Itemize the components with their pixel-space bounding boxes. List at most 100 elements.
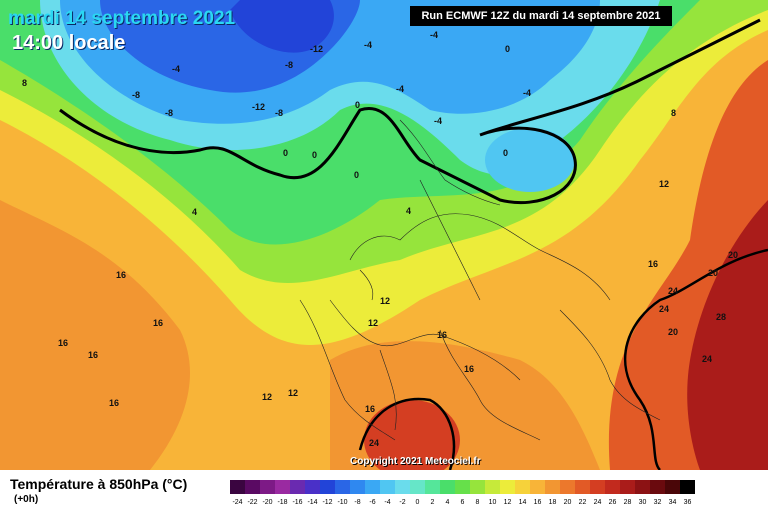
iso-label: 12 [380, 296, 390, 306]
scale-tick-label: -16 [292, 499, 302, 506]
scale-swatch [245, 480, 260, 494]
iso-label: -8 [132, 90, 140, 100]
iso-label: 12 [368, 318, 378, 328]
iso-label: -4 [430, 30, 438, 40]
iso-label: -4 [523, 88, 531, 98]
legend-footer: Température à 850hPa (°C) (+0h) -24 -22 -2… [0, 470, 768, 512]
scale-tick-label: 6 [461, 499, 465, 506]
iso-label: 16 [365, 404, 375, 414]
iso-label: 12 [659, 179, 669, 189]
iso-label: 8 [671, 108, 676, 118]
scale-tick-label: 24 [594, 499, 602, 506]
scale-swatch [590, 480, 605, 494]
iso-label: -12 [252, 102, 265, 112]
scale-swatch [440, 480, 455, 494]
scale-swatch [485, 480, 500, 494]
iso-label: -8 [285, 60, 293, 70]
scale-swatch [380, 480, 395, 494]
scale-tick-label: -24 [232, 499, 242, 506]
scale-swatch [575, 480, 590, 494]
scale-swatch [635, 480, 650, 494]
isotherm-0 [59, 18, 761, 205]
scale-tick-label: 4 [446, 499, 450, 506]
iso-label: 0 [283, 148, 288, 158]
iso-label: 24 [668, 286, 678, 296]
iso-label: -4 [434, 116, 442, 126]
scale-tick-label: 14 [519, 499, 527, 506]
scale-tick-label: 34 [669, 499, 677, 506]
scale-tick-label: 22 [579, 499, 587, 506]
field-darkred-east [687, 200, 768, 470]
iso-label: -12 [310, 44, 323, 54]
scale-swatch [500, 480, 515, 494]
iso-label: 0 [312, 150, 317, 160]
scale-tick-label: -18 [277, 499, 287, 506]
iso-label: -4 [364, 40, 372, 50]
temperature-map: -12 -8 -8 -8 -12 -8 -4 -4 -4 -4 -4 -4 0 … [0, 0, 768, 470]
scale-tick-label: 36 [684, 499, 692, 506]
iso-label: 0 [503, 148, 508, 158]
scale-swatch [470, 480, 485, 494]
iso-label: 20 [708, 268, 718, 278]
scale-swatch [560, 480, 575, 494]
scale-tick-label: 12 [504, 499, 512, 506]
scale-tick-label: -12 [322, 499, 332, 506]
iso-label: 16 [464, 364, 474, 374]
copyright-text: Copyright 2021 Meteociel.fr [350, 456, 481, 467]
scale-swatch [455, 480, 470, 494]
scale-tick-label: -14 [307, 499, 317, 506]
iso-label: 16 [116, 270, 126, 280]
scale-tick-label: -2 [399, 499, 405, 506]
scale-tick-label: -8 [354, 499, 360, 506]
scale-swatch [545, 480, 560, 494]
scale-swatch [680, 480, 695, 494]
scale-tick-label: -20 [262, 499, 272, 506]
scale-swatch [605, 480, 620, 494]
field-hotspot-south [364, 400, 460, 470]
iso-label: 0 [505, 44, 510, 54]
scale-tick-label: -22 [247, 499, 257, 506]
scale-tick-label: 30 [639, 499, 647, 506]
scale-tick-label: 26 [609, 499, 617, 506]
iso-label: 16 [437, 330, 447, 340]
iso-label: 28 [716, 312, 726, 322]
scale-tick-label: 20 [564, 499, 572, 506]
isotherm-labels: -12 -8 -8 -8 -12 -8 -4 -4 -4 -4 -4 -4 0 … [22, 30, 738, 448]
legend-subtitle: (+0h) [14, 494, 39, 505]
scale-tick-label: -6 [369, 499, 375, 506]
scale-swatch [290, 480, 305, 494]
scale-tick-label: -4 [384, 499, 390, 506]
scale-tick-label: 0 [416, 499, 420, 506]
iso-label: 24 [369, 438, 379, 448]
iso-label: -8 [165, 108, 173, 118]
scale-swatch [230, 480, 245, 494]
iso-label: 16 [58, 338, 68, 348]
scale-swatch [305, 480, 320, 494]
iso-label: 20 [728, 250, 738, 260]
model-run-label: Run ECMWF 12Z du mardi 14 septembre 2021 [410, 6, 672, 26]
scale-swatch [620, 480, 635, 494]
iso-label: 24 [702, 354, 712, 364]
scale-swatch [665, 480, 680, 494]
isotherm-24-east [623, 248, 768, 470]
legend-title: Température à 850hPa (°C) [10, 476, 188, 492]
field-coldpocket-east [485, 128, 575, 192]
scale-tick-label: 8 [476, 499, 480, 506]
scale-tick-label: 16 [534, 499, 542, 506]
scale-swatch [530, 480, 545, 494]
iso-label: 4 [192, 207, 197, 217]
iso-label: 16 [88, 350, 98, 360]
iso-label: 16 [153, 318, 163, 328]
iso-label: 16 [109, 398, 119, 408]
iso-label: 16 [648, 259, 658, 269]
scale-tick-label: 10 [489, 499, 497, 506]
color-scale: -24 -22 -20 -18 -16 -14 -12 -10 -8 -6 -4 -2 0 2 4 6 8 10 1… [230, 480, 695, 506]
iso-label: 0 [355, 100, 360, 110]
scale-swatch [650, 480, 665, 494]
field-deepblue [230, 0, 334, 53]
scale-swatch [275, 480, 290, 494]
iso-label: 0 [354, 170, 359, 180]
scale-swatch [260, 480, 275, 494]
iso-label: 4 [406, 206, 411, 216]
iso-label: -4 [396, 84, 404, 94]
